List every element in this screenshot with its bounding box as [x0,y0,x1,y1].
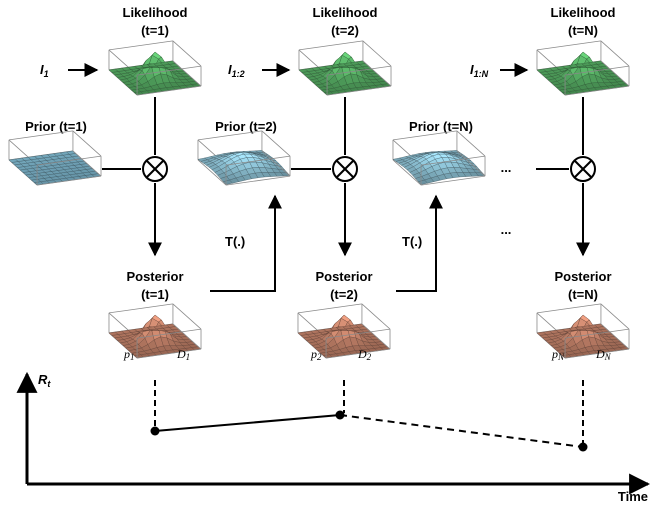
likelihood-title-n: Likelihood [551,5,616,20]
multiply-icon [142,156,168,182]
trajectory-segment-2 [339,414,584,448]
p-label-2: p2 [310,347,322,362]
likelihood-surface-n [536,40,630,96]
ellipsis-transition: ... [501,222,512,237]
posterior-title-n: Posterior [554,269,611,284]
d-label-1: D1 [176,347,190,362]
posterior-surface-n [536,303,630,359]
transition-label-2: T(.) [402,234,422,249]
input-label-2: I1:2 [228,62,245,79]
likelihood-title-1: Likelihood [123,5,188,20]
multiply-icon [332,156,358,182]
likelihood-surface-1 [108,40,202,96]
prior-surface-n [392,130,486,186]
posterior-surface-2 [297,303,391,359]
d-label-n: DN [595,347,612,362]
prior-label-2: Prior (t=2) [215,119,277,134]
p-label-1: p1 [123,347,135,362]
prior-surface-1 [8,130,102,186]
trajectory-point-2 [335,410,345,420]
prior-surface-2 [197,130,291,186]
likelihood-title-2: Likelihood [313,5,378,20]
likelihood-time-2: (t=2) [331,23,359,38]
prior-label-n: Prior (t=N) [409,119,473,134]
d-label-2: D2 [357,347,372,362]
input-label-1: I1 [40,62,49,79]
input-label-n: I1:N [470,62,489,79]
posterior-title-1: Posterior [126,269,183,284]
ellipsis-prior: ... [501,160,512,175]
trajectory-point-n [578,442,588,452]
posterior-time-n: (t=N) [568,287,598,302]
posterior-time-1: (t=1) [141,287,169,302]
y-axis-label: Rt [38,372,51,389]
likelihood-time-1: (t=1) [141,23,169,38]
trajectory-point-1 [150,426,160,436]
posterior-time-2: (t=2) [330,287,358,302]
trajectory-segment-1 [154,414,341,432]
multiply-icon [570,156,596,182]
posterior-title-2: Posterior [315,269,372,284]
posterior-surface-1 [108,303,202,359]
likelihood-surface-2 [298,40,392,96]
prior-label-1: Prior (t=1) [25,119,87,134]
x-axis-label: Time [618,489,648,504]
transition-label-1: T(.) [225,234,245,249]
transition-path-2 [396,194,443,292]
likelihood-time-n: (t=N) [568,23,598,38]
transition-path-1 [210,194,282,292]
p-label-n: pN [551,347,565,362]
